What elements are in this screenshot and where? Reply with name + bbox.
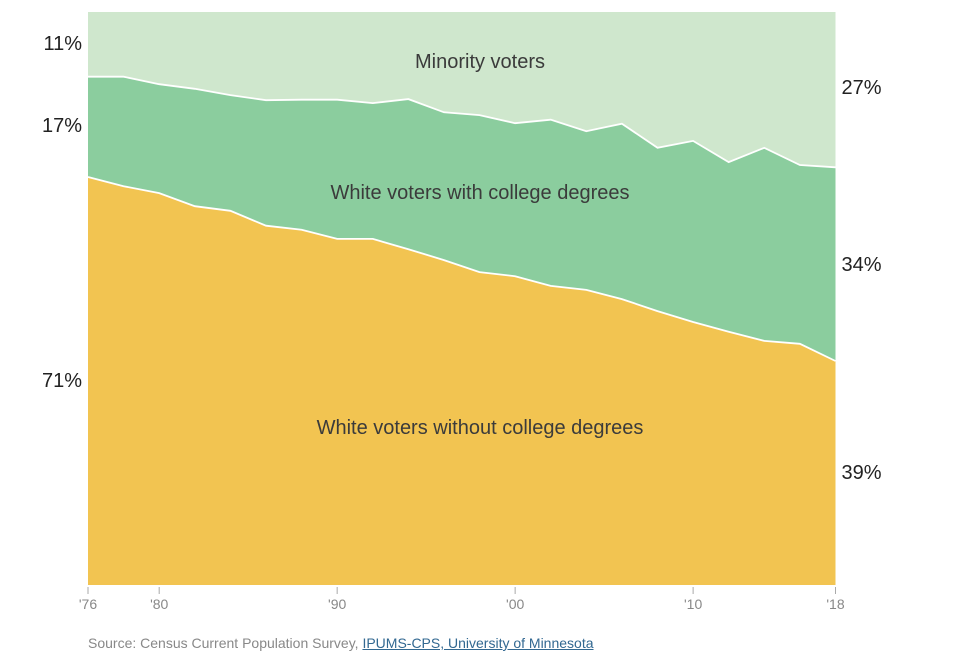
x-tick-label: '18 — [826, 596, 844, 612]
area-white-voters-without-college-degrees — [88, 177, 836, 585]
boundary-lines — [87, 75, 836, 362]
x-tick-label: '00 — [506, 596, 524, 612]
x-tick-label: '76 — [79, 596, 97, 612]
source-note: Source: Census Current Population Survey… — [88, 635, 594, 651]
boundary-line — [88, 75, 836, 169]
x-tick-label: '90 — [328, 596, 346, 612]
source-text: Source: Census Current Population Survey… — [88, 635, 363, 651]
x-tick-label: '10 — [684, 596, 702, 612]
end-label-noncollege: 39% — [842, 462, 882, 484]
end-label-college: 34% — [842, 254, 882, 276]
area-white-voters-with-college-degrees — [88, 76, 836, 361]
area-label-college: White voters with college degrees — [330, 182, 629, 204]
area-minority-voters — [88, 12, 836, 168]
x-tick-label: '80 — [150, 596, 168, 612]
area-label-minority: Minority voters — [415, 51, 545, 73]
boundary-line — [87, 176, 836, 362]
areas-group — [88, 12, 836, 585]
start-label-college: 17% — [42, 115, 82, 137]
end-label-minority: 27% — [842, 77, 882, 99]
x-axis: '76 '80 '90 '00 '10 '18 — [79, 587, 845, 612]
area-label-noncollege: White voters without college degrees — [317, 417, 644, 439]
start-label-minority: 11% — [43, 33, 82, 55]
source-link[interactable]: IPUMS-CPS, University of Minnesota — [362, 635, 594, 651]
start-label-noncollege: 71% — [42, 370, 82, 392]
